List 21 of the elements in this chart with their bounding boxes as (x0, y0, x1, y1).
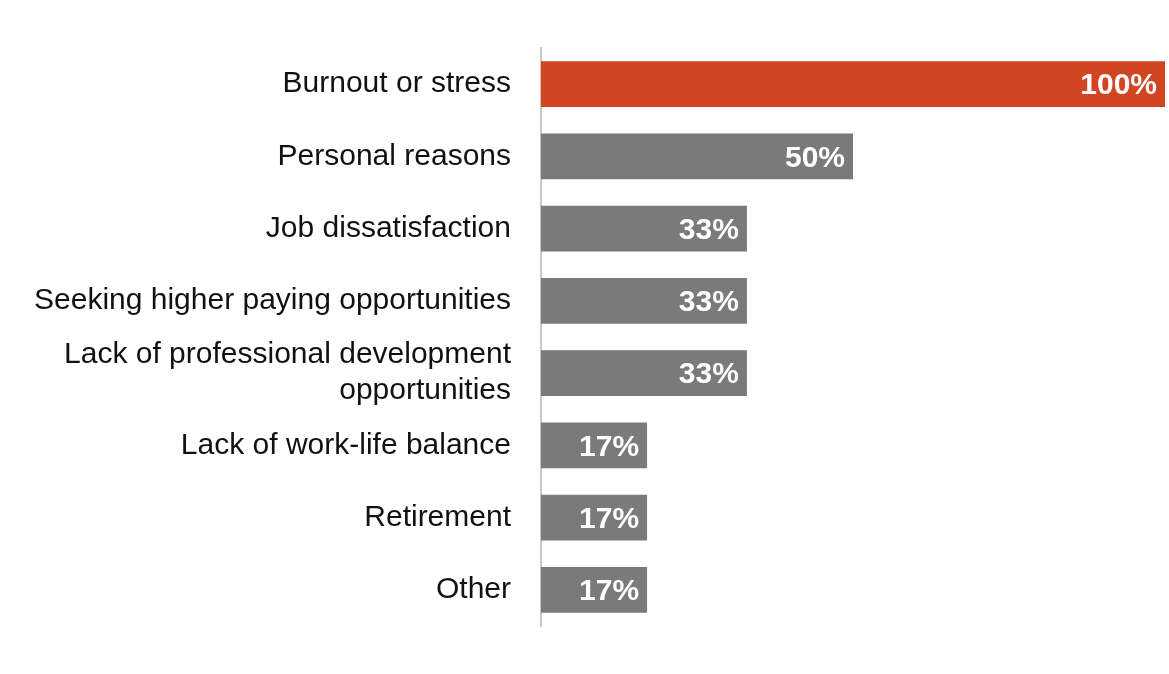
data-label: 33% (678, 211, 739, 245)
y-tick-label: Other (435, 571, 511, 605)
bar (541, 61, 1165, 107)
bar (541, 278, 747, 324)
data-label: 17% (579, 500, 640, 534)
data-label: 17% (579, 573, 640, 607)
data-label: 33% (678, 284, 739, 318)
bar (541, 205, 747, 252)
y-tick-label: Seeking higher paying opportunities (34, 282, 511, 316)
y-tick-label: Retirement (364, 498, 512, 532)
bar (541, 350, 747, 396)
data-label: 100% (1080, 67, 1157, 101)
y-tick-label: Lack of professional development opportunities (64, 336, 512, 406)
y-tick-label: Job dissatisfaction (265, 209, 511, 243)
bar (541, 133, 853, 180)
data-label: 33% (678, 356, 739, 390)
data-label: 17% (579, 428, 640, 462)
y-tick-label: Personal reasons (277, 137, 511, 171)
data-label: 50% (784, 139, 845, 173)
y-tick-label: Lack of work-life balance (180, 426, 511, 460)
y-tick-label: Burnout or stress (282, 65, 511, 99)
